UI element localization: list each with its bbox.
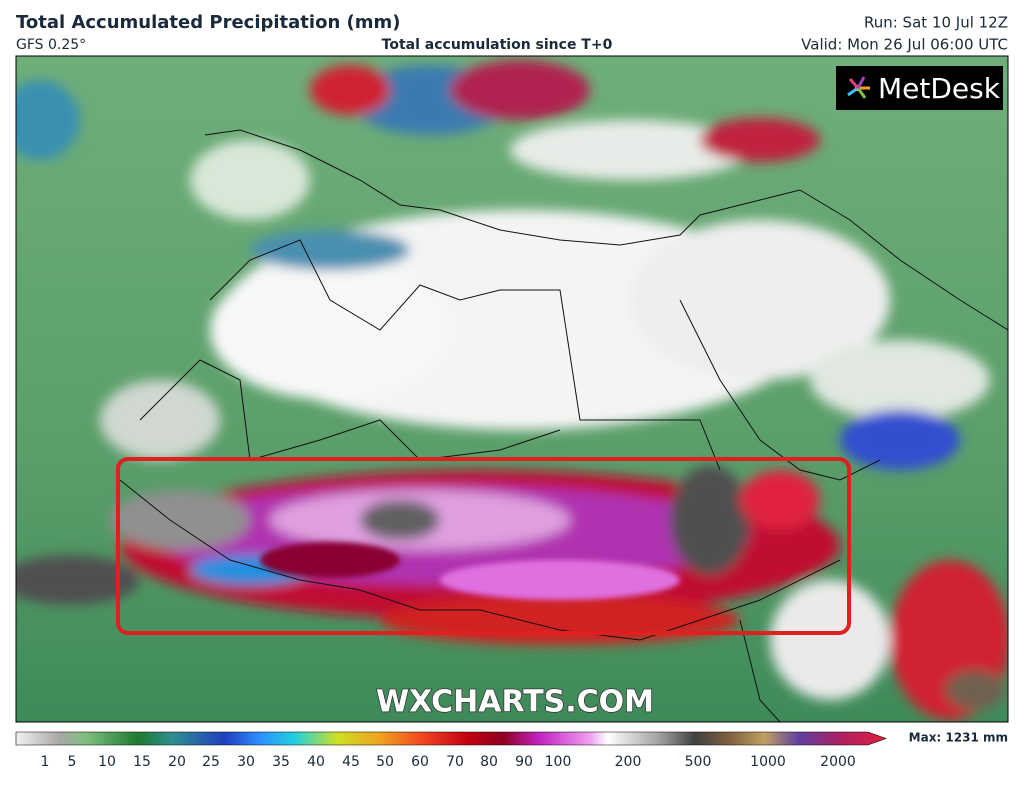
map-frame: [15, 55, 1009, 723]
title: Total Accumulated Precipitation (mm): [16, 12, 401, 33]
colorbar-tick-label: 500: [685, 754, 712, 770]
watermark: WXCHARTS.COM: [376, 685, 654, 720]
model: GFS 0.25°: [16, 37, 86, 53]
colorbar-tick-label: 40: [307, 754, 325, 770]
colorbar-tick-label: 100: [545, 754, 572, 770]
logo-icon: [847, 76, 870, 99]
colorbar-tick-label: 50: [376, 754, 394, 770]
map: MetDesk WXCHARTS.COM: [16, 56, 1008, 722]
colorbar-tick-label: 45: [342, 754, 360, 770]
colorbar-tick-label: 2000: [820, 754, 856, 770]
colorbar-tick-label: 20: [168, 754, 186, 770]
run-time: Run: Sat 10 Jul 12Z: [864, 14, 1008, 32]
max-label: Max: 1231 mm: [909, 731, 1008, 745]
colorbar-tick-label: 1: [41, 754, 50, 770]
colorbar-tick-label: 1000: [750, 754, 786, 770]
colorbar-tick-label: 10: [98, 754, 116, 770]
logo-text: MetDesk: [878, 72, 1001, 105]
colorbar-tick-label: 15: [133, 754, 151, 770]
colorbar-tick-label: 80: [480, 754, 498, 770]
colorbar-tick-label: 5: [68, 754, 77, 770]
valid-time: Valid: Mon 26 Jul 06:00 UTC: [801, 36, 1008, 54]
colorbar-tick-label: 70: [446, 754, 464, 770]
colorbar-tick-label: 90: [515, 754, 533, 770]
colorbar-tick-label: 60: [411, 754, 429, 770]
colorbar-ticks: 1 5 10 15 20 25 30 35 40 45 50 60 70 80 90 100 200 500 100…: [41, 754, 856, 770]
colorbar-tick-label: 30: [237, 754, 255, 770]
colorbar-tick-label: 35: [272, 754, 290, 770]
colorbar-tick-label: 25: [202, 754, 220, 770]
subtitle: Total accumulation since T+0: [382, 37, 613, 53]
highlight-box: [116, 457, 851, 635]
colorbar: [15, 731, 887, 746]
colorbar-tick-label: 200: [615, 754, 642, 770]
